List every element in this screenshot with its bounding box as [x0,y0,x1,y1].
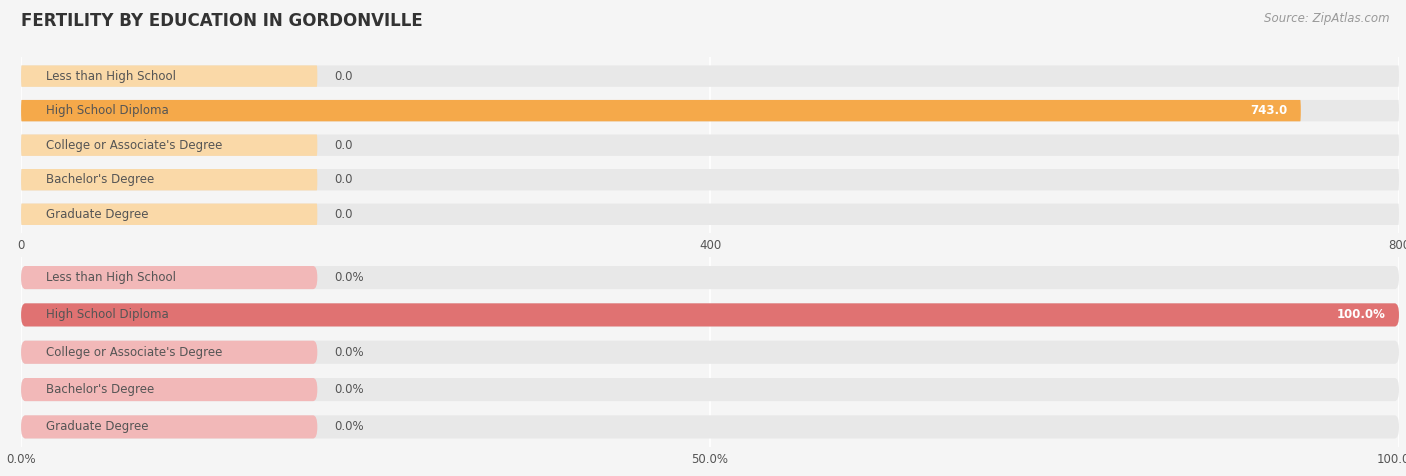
FancyBboxPatch shape [21,303,1399,327]
FancyBboxPatch shape [21,266,1399,289]
FancyBboxPatch shape [21,204,318,225]
FancyBboxPatch shape [21,65,1399,87]
Text: 0.0: 0.0 [333,173,353,186]
Text: 0.0: 0.0 [333,139,353,152]
Text: Bachelor's Degree: Bachelor's Degree [46,173,155,186]
Text: 0.0: 0.0 [333,208,353,221]
FancyBboxPatch shape [21,135,318,156]
FancyBboxPatch shape [21,204,1399,225]
Text: Bachelor's Degree: Bachelor's Degree [46,383,155,396]
FancyBboxPatch shape [21,169,318,190]
FancyBboxPatch shape [21,266,318,289]
FancyBboxPatch shape [21,100,1399,121]
FancyBboxPatch shape [21,100,1301,121]
Text: Graduate Degree: Graduate Degree [46,420,149,434]
Text: Graduate Degree: Graduate Degree [46,208,149,221]
FancyBboxPatch shape [21,378,1399,401]
Text: FERTILITY BY EDUCATION IN GORDONVILLE: FERTILITY BY EDUCATION IN GORDONVILLE [21,12,423,30]
FancyBboxPatch shape [21,378,318,401]
FancyBboxPatch shape [21,416,318,438]
FancyBboxPatch shape [21,303,1399,327]
Text: Source: ZipAtlas.com: Source: ZipAtlas.com [1264,12,1389,25]
Text: High School Diploma: High School Diploma [46,308,169,321]
FancyBboxPatch shape [21,65,318,87]
FancyBboxPatch shape [21,416,1399,438]
Text: Less than High School: Less than High School [46,271,176,284]
Text: 0.0%: 0.0% [333,271,364,284]
Text: High School Diploma: High School Diploma [46,104,169,117]
Text: College or Associate's Degree: College or Associate's Degree [46,346,222,359]
Text: Less than High School: Less than High School [46,69,176,83]
Text: College or Associate's Degree: College or Associate's Degree [46,139,222,152]
Text: 0.0%: 0.0% [333,383,364,396]
FancyBboxPatch shape [21,341,318,364]
Text: 743.0: 743.0 [1250,104,1286,117]
FancyBboxPatch shape [21,341,1399,364]
Text: 100.0%: 100.0% [1336,308,1385,321]
Text: 0.0%: 0.0% [333,420,364,434]
Text: 0.0%: 0.0% [333,346,364,359]
FancyBboxPatch shape [21,169,1399,190]
FancyBboxPatch shape [21,135,1399,156]
Text: 0.0: 0.0 [333,69,353,83]
